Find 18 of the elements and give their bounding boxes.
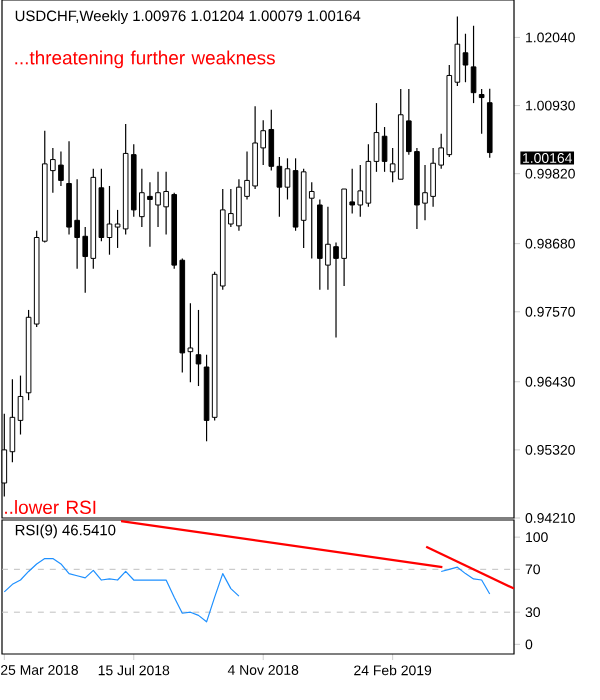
candlestick [155, 171, 161, 228]
annotation: ...threatening further weakness [15, 50, 275, 69]
candlestick [430, 147, 436, 208]
candlestick [147, 181, 153, 248]
candlestick [66, 140, 72, 236]
candlestick [462, 33, 469, 83]
candlestick [236, 178, 242, 232]
candlestick [478, 88, 485, 135]
candlestick [252, 105, 258, 190]
candlestick [106, 185, 113, 256]
candlestick [325, 206, 331, 291]
candlestick [357, 164, 364, 218]
candlestick [195, 309, 202, 387]
annotation: ..lower RSI [5, 500, 96, 515]
candlestick [58, 150, 64, 187]
candlestick [381, 126, 388, 173]
candlestick [470, 25, 477, 104]
candlestick [74, 178, 80, 270]
